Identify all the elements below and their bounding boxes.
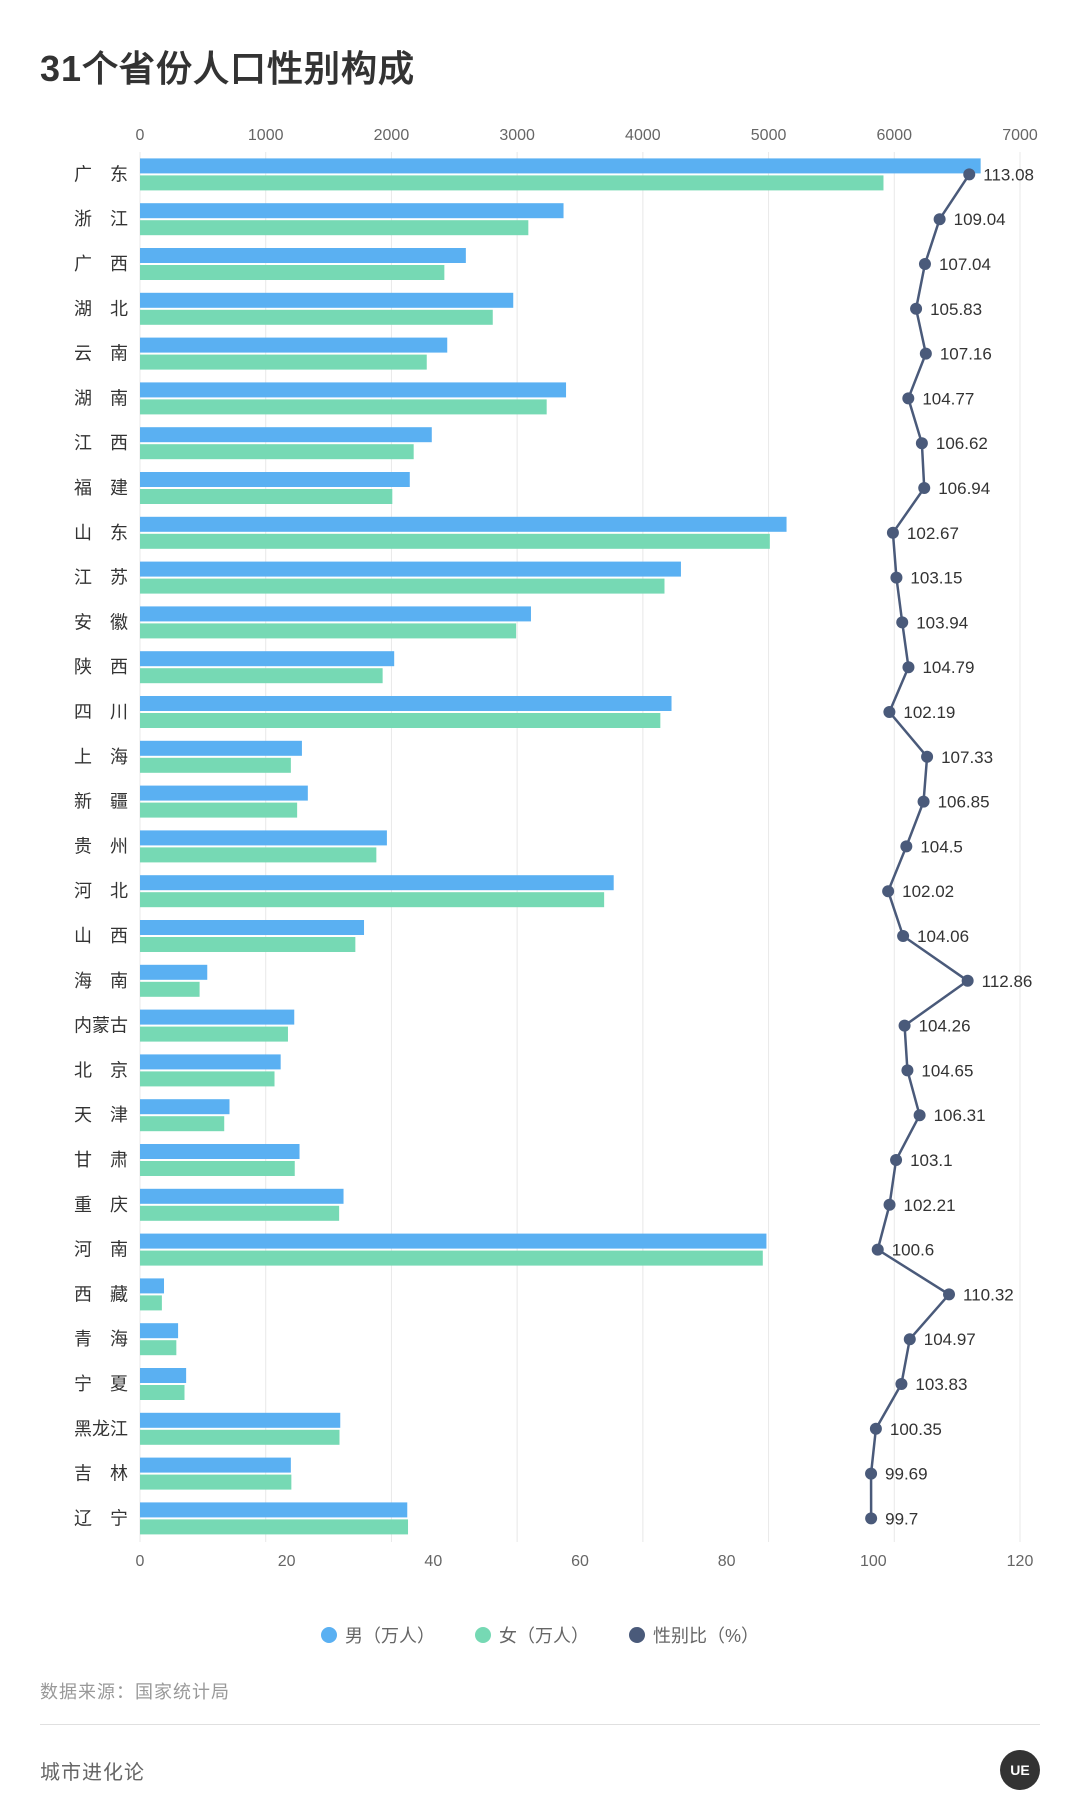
svg-text:110.32: 110.32 bbox=[963, 1285, 1014, 1304]
svg-text:西 藏: 西 藏 bbox=[74, 1284, 128, 1304]
svg-text:陕 西: 陕 西 bbox=[74, 657, 128, 677]
svg-text:102.02: 102.02 bbox=[902, 882, 954, 901]
svg-text:江 西: 江 西 bbox=[74, 433, 128, 453]
svg-text:山 西: 山 西 bbox=[74, 926, 128, 946]
svg-text:120: 120 bbox=[1007, 1553, 1034, 1570]
footer: 城市进化论 UE bbox=[40, 1725, 1040, 1800]
svg-text:107.04: 107.04 bbox=[939, 255, 991, 274]
svg-text:7000: 7000 bbox=[1002, 127, 1038, 144]
svg-text:102.21: 102.21 bbox=[904, 1196, 956, 1215]
svg-text:104.5: 104.5 bbox=[920, 837, 963, 856]
svg-text:102.67: 102.67 bbox=[907, 524, 959, 543]
legend-male: 男（万人） bbox=[321, 1622, 435, 1648]
svg-text:112.86: 112.86 bbox=[982, 972, 1033, 991]
svg-text:104.77: 104.77 bbox=[922, 389, 974, 408]
svg-text:103.83: 103.83 bbox=[915, 1375, 967, 1394]
svg-text:广 东: 广 东 bbox=[74, 164, 128, 184]
svg-text:吉 林: 吉 林 bbox=[74, 1464, 128, 1484]
svg-text:海 南: 海 南 bbox=[74, 971, 128, 991]
legend: 男（万人） 女（万人） 性别比（%） bbox=[40, 1612, 1040, 1658]
footer-text: 城市进化论 bbox=[40, 1756, 145, 1785]
svg-text:贵 州: 贵 州 bbox=[74, 836, 128, 856]
svg-text:4000: 4000 bbox=[625, 127, 661, 144]
legend-male-label: 男（万人） bbox=[345, 1622, 435, 1648]
svg-text:5000: 5000 bbox=[751, 127, 787, 144]
chart-title: 31个省份人口性别构成 bbox=[40, 40, 1040, 92]
svg-text:104.65: 104.65 bbox=[921, 1061, 973, 1080]
chart-area: 0 1000 2000 3000 4000 5000 6000 7000 0 20 40 60 80 10… bbox=[40, 112, 1040, 1602]
svg-text:99.69: 99.69 bbox=[885, 1465, 928, 1484]
svg-text:0: 0 bbox=[136, 1553, 145, 1570]
svg-text:113.08: 113.08 bbox=[983, 165, 1034, 184]
chart-svg: 0 1000 2000 3000 4000 5000 6000 7000 0 20 40 60 80 10… bbox=[40, 112, 1040, 1602]
svg-text:广 西: 广 西 bbox=[74, 254, 128, 274]
svg-text:云 南: 云 南 bbox=[74, 344, 128, 364]
svg-text:新 疆: 新 疆 bbox=[74, 792, 128, 812]
svg-text:99.7: 99.7 bbox=[885, 1509, 918, 1528]
svg-text:104.97: 104.97 bbox=[924, 1330, 976, 1349]
svg-text:6000: 6000 bbox=[876, 127, 912, 144]
svg-text:辽 宁: 辽 宁 bbox=[74, 1508, 128, 1528]
svg-text:107.33: 107.33 bbox=[941, 748, 993, 767]
svg-text:106.85: 106.85 bbox=[938, 793, 990, 812]
svg-text:106.31: 106.31 bbox=[934, 1106, 986, 1125]
svg-text:106.62: 106.62 bbox=[936, 434, 988, 453]
legend-ratio-label: 性别比（%） bbox=[653, 1622, 759, 1648]
svg-text:山 东: 山 东 bbox=[74, 523, 128, 543]
svg-text:100.35: 100.35 bbox=[890, 1420, 942, 1439]
svg-text:青 海: 青 海 bbox=[74, 1329, 128, 1349]
svg-text:104.26: 104.26 bbox=[919, 1017, 971, 1036]
legend-dot-female bbox=[475, 1627, 491, 1643]
svg-text:1000: 1000 bbox=[248, 127, 284, 144]
svg-text:上 海: 上 海 bbox=[74, 747, 128, 767]
svg-text:安 徽: 安 徽 bbox=[74, 612, 128, 632]
svg-text:60: 60 bbox=[571, 1553, 589, 1570]
svg-text:河 南: 河 南 bbox=[74, 1240, 128, 1260]
svg-text:100: 100 bbox=[860, 1553, 887, 1570]
svg-text:黑龙江: 黑龙江 bbox=[74, 1419, 128, 1439]
svg-text:3000: 3000 bbox=[499, 127, 535, 144]
legend-dot-male bbox=[321, 1627, 337, 1643]
svg-text:湖 北: 湖 北 bbox=[74, 299, 128, 319]
legend-ratio: 性别比（%） bbox=[629, 1622, 759, 1648]
svg-text:0: 0 bbox=[136, 127, 145, 144]
legend-female: 女（万人） bbox=[475, 1622, 589, 1648]
svg-text:北 京: 北 京 bbox=[74, 1060, 128, 1080]
svg-text:甘 肃: 甘 肃 bbox=[74, 1150, 128, 1170]
data-source: 数据来源：国家统计局 bbox=[40, 1678, 1040, 1725]
svg-text:80: 80 bbox=[718, 1553, 736, 1570]
svg-text:103.1: 103.1 bbox=[910, 1151, 953, 1170]
svg-text:四 川: 四 川 bbox=[74, 702, 128, 722]
svg-text:103.94: 103.94 bbox=[916, 613, 968, 632]
svg-text:104.79: 104.79 bbox=[922, 658, 974, 677]
svg-text:102.19: 102.19 bbox=[903, 703, 955, 722]
svg-text:2000: 2000 bbox=[374, 127, 410, 144]
svg-text:天 津: 天 津 bbox=[74, 1105, 128, 1125]
svg-text:107.16: 107.16 bbox=[940, 345, 992, 364]
legend-dot-ratio bbox=[629, 1627, 645, 1643]
logo-icon: UE bbox=[1000, 1750, 1040, 1790]
svg-text:河 北: 河 北 bbox=[74, 881, 128, 901]
svg-text:105.83: 105.83 bbox=[930, 300, 982, 319]
svg-text:宁 夏: 宁 夏 bbox=[74, 1374, 128, 1394]
svg-text:100.6: 100.6 bbox=[892, 1241, 935, 1260]
svg-text:20: 20 bbox=[278, 1553, 296, 1570]
legend-female-label: 女（万人） bbox=[499, 1622, 589, 1648]
svg-text:40: 40 bbox=[424, 1553, 442, 1570]
svg-text:109.04: 109.04 bbox=[954, 210, 1006, 229]
svg-text:湖 南: 湖 南 bbox=[74, 388, 128, 408]
svg-text:103.15: 103.15 bbox=[910, 569, 962, 588]
svg-text:104.06: 104.06 bbox=[917, 927, 969, 946]
svg-text:福 建: 福 建 bbox=[74, 478, 128, 498]
svg-text:重 庆: 重 庆 bbox=[74, 1195, 128, 1215]
svg-text:浙 江: 浙 江 bbox=[74, 209, 128, 229]
svg-text:106.94: 106.94 bbox=[938, 479, 990, 498]
svg-text:内蒙古: 内蒙古 bbox=[74, 1016, 128, 1036]
svg-text:江 苏: 江 苏 bbox=[74, 568, 128, 588]
